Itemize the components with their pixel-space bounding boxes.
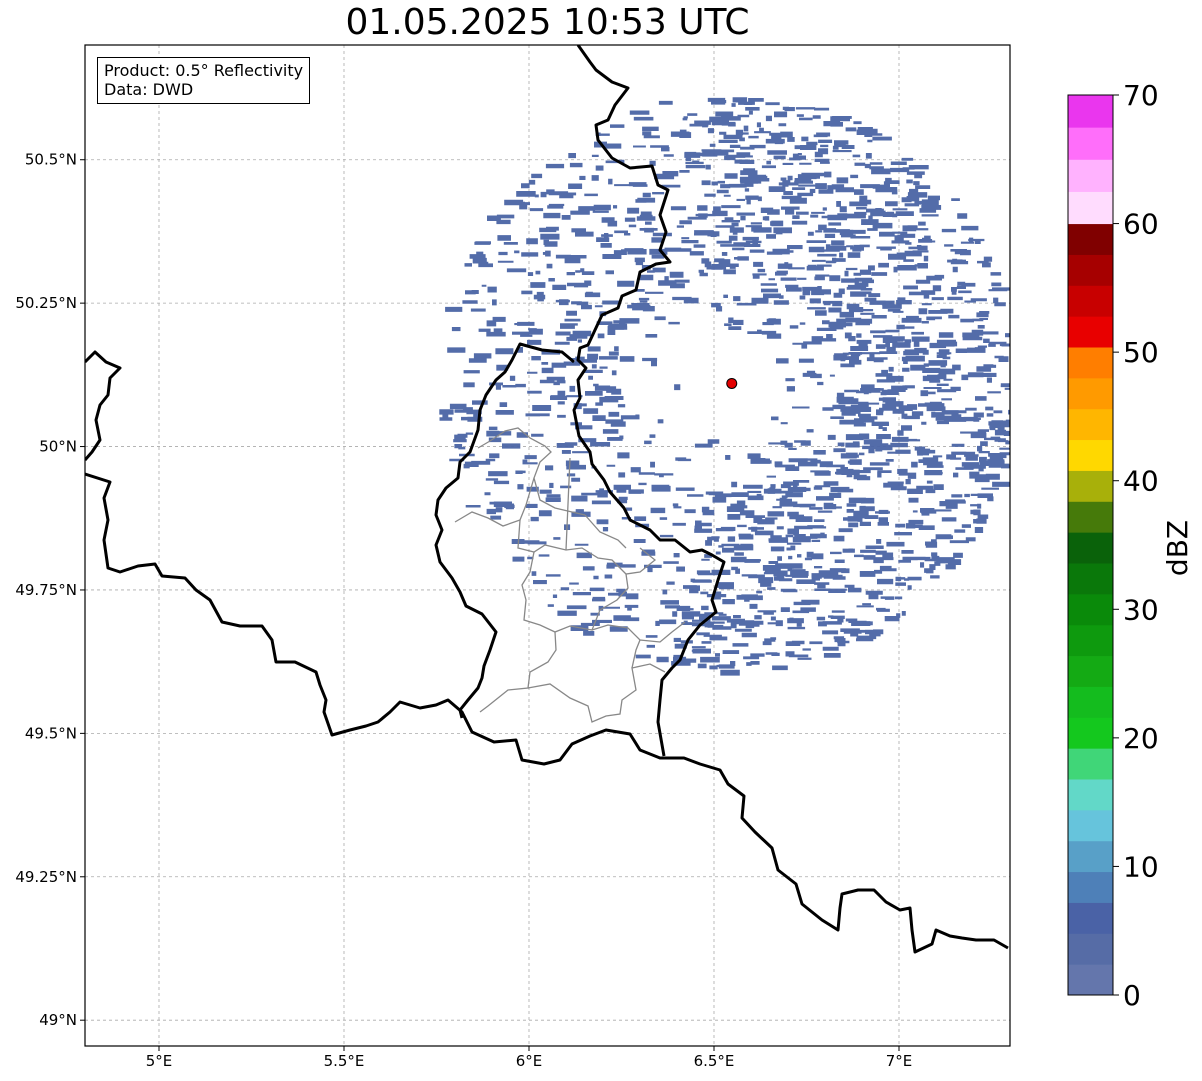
colorbar: 0 10 20 30 40 50 60 70 dBZ bbox=[1067, 79, 1194, 1012]
colorbar-segment bbox=[1068, 624, 1113, 657]
map-title: 01.05.2025 10:53 UTC bbox=[345, 2, 750, 43]
colorbar-segment bbox=[1068, 748, 1113, 780]
colorbar-segment bbox=[1068, 223, 1113, 255]
lat-tick-label: 50.5°N bbox=[25, 151, 77, 169]
lat-tick-label: 50°N bbox=[39, 438, 77, 456]
colorbar-segment bbox=[1068, 408, 1113, 441]
district-boundary bbox=[527, 663, 666, 723]
colorbar-tick-label: 70 bbox=[1123, 79, 1159, 112]
colorbar-segment bbox=[1068, 159, 1113, 192]
lon-tick-label: 5.5°E bbox=[324, 1052, 365, 1070]
colorbar-segment bbox=[1068, 347, 1113, 379]
colorbar-label: dBZ bbox=[1161, 520, 1194, 576]
colorbar-tick-label: 10 bbox=[1123, 850, 1159, 883]
colorbar-tick-label: 20 bbox=[1123, 722, 1159, 755]
colorbar-segment bbox=[1068, 933, 1113, 965]
colorbar-segment bbox=[1068, 377, 1113, 410]
colorbar-segment bbox=[1068, 316, 1113, 348]
colorbar-segment bbox=[1068, 809, 1113, 842]
colorbar-segment bbox=[1068, 871, 1113, 903]
colorbar-segment bbox=[1068, 779, 1113, 811]
district-boundary bbox=[565, 457, 627, 551]
colorbar-segment bbox=[1068, 655, 1113, 687]
colorbar-segment bbox=[1068, 902, 1113, 934]
radar-site[interactable] bbox=[726, 377, 738, 389]
colorbar-segment bbox=[1068, 191, 1113, 225]
colorbar-segment bbox=[1068, 127, 1113, 160]
district-boundary bbox=[517, 519, 657, 575]
lat-tick-label: 49.75°N bbox=[15, 581, 77, 599]
colorbar-frame bbox=[1067, 94, 1114, 996]
radar-site-marker[interactable] bbox=[726, 377, 738, 389]
colorbar-tick-label: 50 bbox=[1123, 336, 1159, 369]
map-frame bbox=[84, 44, 1011, 1047]
colorbar-tick-label: 40 bbox=[1123, 465, 1159, 498]
colorbar-segment bbox=[1068, 470, 1113, 502]
data-source-text: Data: DWD bbox=[104, 80, 194, 99]
colorbar-tick-label: 30 bbox=[1123, 593, 1159, 626]
lon-tick-label: 7°E bbox=[886, 1052, 913, 1070]
colorbar-segment bbox=[1068, 563, 1113, 595]
colorbar-segment bbox=[1068, 964, 1113, 996]
border-be-fr-left bbox=[85, 350, 122, 461]
colorbar-tick-label: 0 bbox=[1123, 979, 1141, 1012]
lat-tick-label: 49°N bbox=[39, 1011, 77, 1029]
colorbar-segment bbox=[1068, 840, 1113, 873]
border-be-lu bbox=[434, 342, 575, 719]
colorbar-segment bbox=[1068, 593, 1113, 626]
colorbar-segment bbox=[1068, 439, 1113, 471]
colorbar-tick-label: 60 bbox=[1123, 208, 1159, 241]
border-fr bbox=[85, 472, 1009, 954]
colorbar-segment bbox=[1068, 717, 1113, 749]
lat-tick-label: 50.25°N bbox=[15, 294, 77, 312]
lon-tick-label: 6°E bbox=[516, 1052, 543, 1070]
colorbar-segment bbox=[1068, 254, 1113, 286]
product-text: Product: 0.5° Reflectivity bbox=[104, 61, 304, 80]
lon-tick-label: 5°E bbox=[146, 1052, 173, 1070]
colorbar-segment bbox=[1068, 532, 1113, 564]
axis-tick-labels: 5°E 5.5°E 6°E 6.5°E 7°E 49°N 49.25°N 49.5°N 49.7… bbox=[15, 151, 912, 1070]
colorbar-segment bbox=[1068, 285, 1113, 317]
echo-pixels bbox=[439, 97, 1010, 676]
lon-tick-label: 6.5°E bbox=[694, 1052, 735, 1070]
district-boundary bbox=[454, 477, 535, 527]
district-boundary bbox=[477, 427, 586, 516]
colorbar-segment bbox=[1068, 686, 1113, 718]
borders bbox=[85, 45, 1009, 954]
colorbar-segment bbox=[1068, 95, 1113, 128]
lat-tick-label: 49.25°N bbox=[15, 868, 77, 886]
info-box: Product: 0.5° Reflectivity Data: DWD bbox=[97, 57, 311, 104]
border-be-lu-de bbox=[572, 45, 726, 757]
radar-echoes bbox=[439, 97, 1010, 676]
district-boundary bbox=[479, 631, 557, 713]
district-boundary bbox=[631, 639, 641, 669]
colorbar-segment bbox=[1068, 501, 1113, 533]
lat-tick-label: 49.5°N bbox=[25, 724, 77, 742]
